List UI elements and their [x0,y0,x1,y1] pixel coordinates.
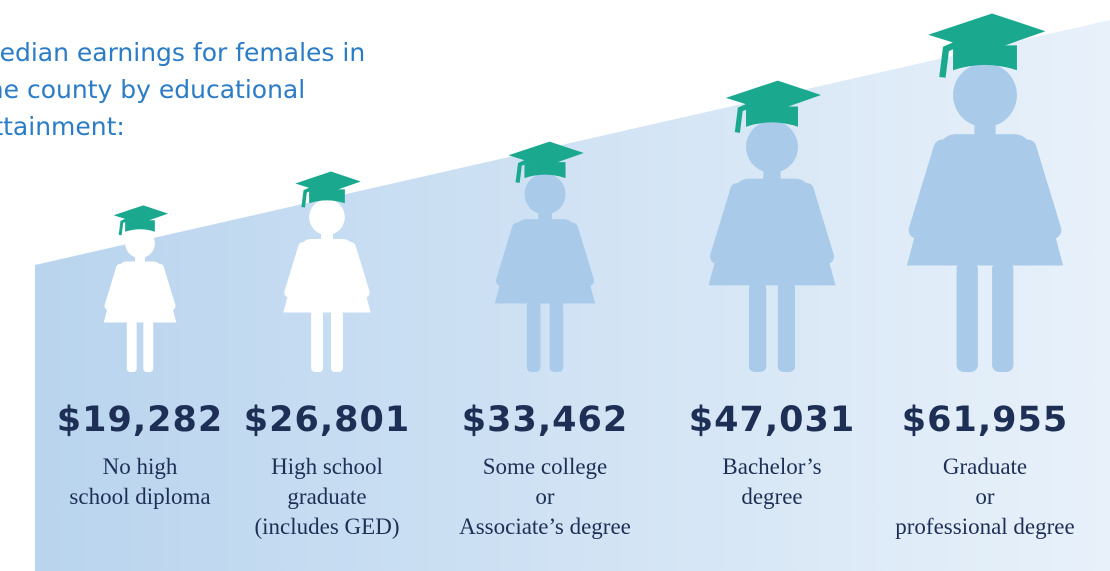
head [953,63,1017,127]
head [746,121,798,173]
category-label: Graduate or professional degree [860,452,1110,542]
chart-title: Median earnings for females in the count… [0,34,398,145]
head [524,174,565,215]
head [309,199,345,235]
head [125,228,155,258]
value-label: $33,462 [435,400,655,440]
leg [311,310,323,372]
leg [550,301,564,372]
leg [992,262,1013,372]
value-label: $47,031 [662,400,882,440]
leg [957,262,978,372]
leg [143,321,153,372]
value-label: $26,801 [217,400,437,440]
page: {"chart_data": {"type": "pictogram", "ti… [0,0,1110,571]
leg [749,283,766,372]
category-label: Some college or Associate’s degree [420,452,670,542]
leg [127,321,137,372]
category-label: High school graduate (includes GED) [202,452,452,542]
value-label: $61,955 [875,400,1095,440]
leg [527,301,541,372]
leg [331,310,343,372]
leg [778,283,795,372]
